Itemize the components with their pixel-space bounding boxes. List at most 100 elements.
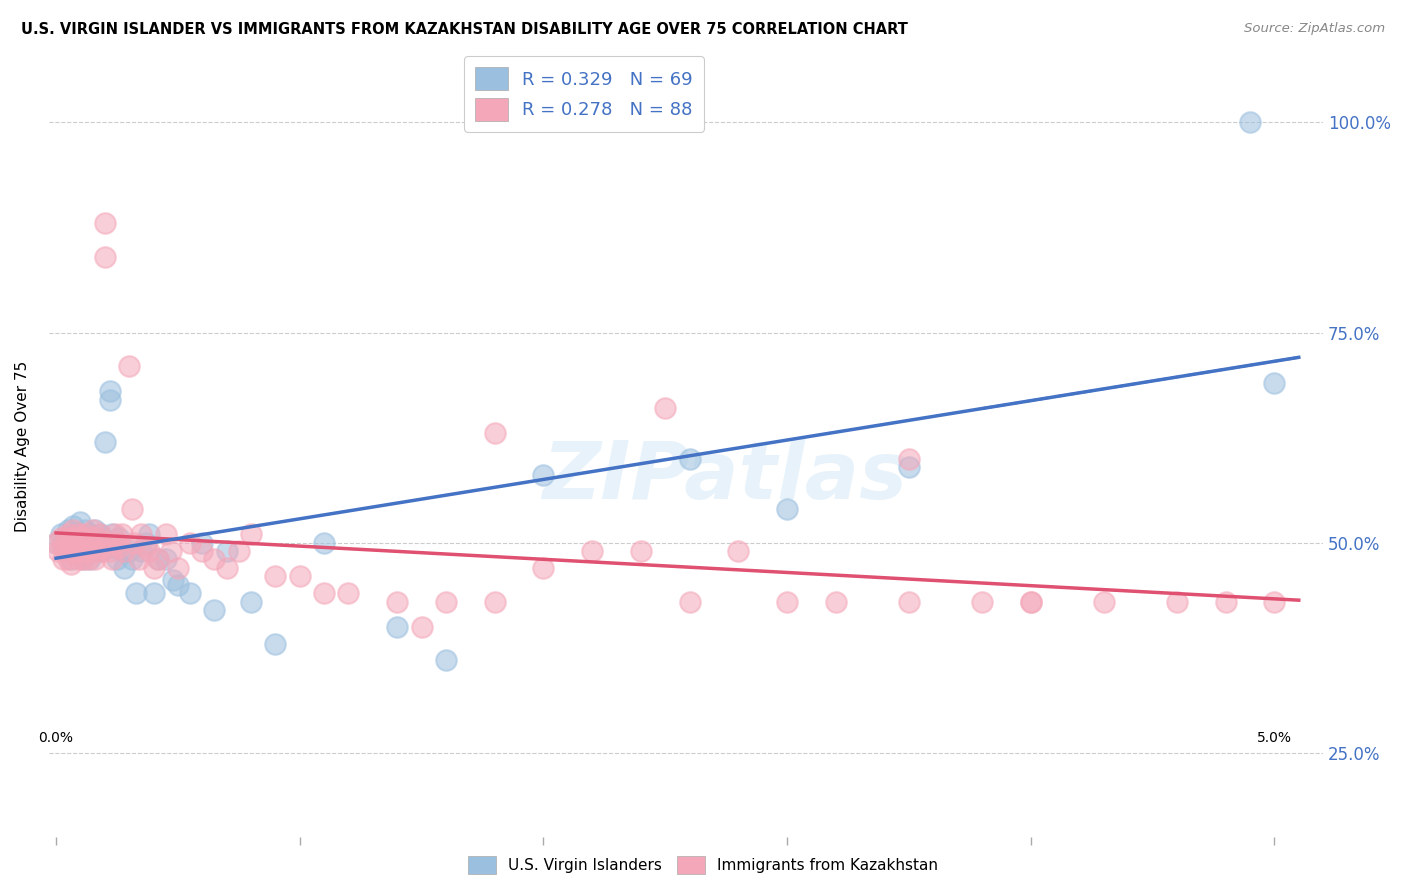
Point: [103, 540, 125, 554]
Point: [264, 569, 287, 583]
Point: [484, 594, 506, 608]
Point: [1239, 115, 1261, 129]
Point: [98, 392, 121, 407]
Point: [288, 569, 311, 583]
Point: [179, 535, 201, 549]
Point: [84, 544, 107, 558]
Point: [337, 586, 360, 600]
Point: [58, 523, 80, 537]
Point: [215, 544, 238, 558]
Point: [72, 544, 94, 558]
Point: [135, 540, 157, 554]
Point: [434, 594, 457, 608]
Point: [62, 519, 84, 533]
Point: [411, 620, 433, 634]
Point: [142, 561, 165, 575]
Y-axis label: Disability Age Over 75: Disability Age Over 75: [15, 360, 30, 532]
Point: [84, 552, 107, 566]
Point: [108, 540, 131, 554]
Point: [96, 540, 118, 554]
Point: [76, 544, 98, 558]
Point: [824, 594, 846, 608]
Legend: U.S. Virgin Islanders, Immigrants from Kazakhstan: U.S. Virgin Islanders, Immigrants from K…: [463, 850, 943, 880]
Point: [103, 527, 125, 541]
Point: [630, 544, 652, 558]
Point: [387, 594, 409, 608]
Point: [82, 540, 104, 554]
Point: [98, 544, 121, 558]
Point: [45, 535, 67, 549]
Point: [121, 502, 143, 516]
Point: [191, 544, 214, 558]
Point: [45, 535, 67, 549]
Text: 5.0%: 5.0%: [1257, 731, 1292, 746]
Point: [84, 523, 107, 537]
Point: [1166, 594, 1188, 608]
Point: [59, 557, 82, 571]
Point: [167, 577, 190, 591]
Point: [776, 594, 799, 608]
Point: [49, 527, 72, 541]
Point: [142, 586, 165, 600]
Point: [66, 527, 89, 541]
Point: [162, 574, 184, 588]
Point: [89, 527, 111, 541]
Point: [82, 532, 104, 546]
Point: [1263, 594, 1285, 608]
Point: [108, 532, 131, 546]
Point: [897, 460, 920, 475]
Text: U.S. VIRGIN ISLANDER VS IMMIGRANTS FROM KAZAKHSTAN DISABILITY AGE OVER 75 CORREL: U.S. VIRGIN ISLANDER VS IMMIGRANTS FROM …: [21, 22, 908, 37]
Point: [72, 552, 94, 566]
Point: [155, 552, 177, 566]
Point: [72, 532, 94, 546]
Point: [69, 544, 91, 558]
Point: [89, 544, 111, 558]
Point: [91, 544, 114, 558]
Point: [52, 552, 75, 566]
Point: [264, 636, 287, 650]
Point: [101, 552, 124, 566]
Point: [76, 552, 98, 566]
Point: [94, 216, 117, 230]
Point: [89, 540, 111, 554]
Point: [484, 426, 506, 441]
Point: [89, 527, 111, 541]
Point: [131, 544, 153, 558]
Point: [121, 552, 143, 566]
Point: [55, 532, 77, 546]
Point: [58, 527, 80, 541]
Point: [52, 540, 75, 554]
Point: [66, 549, 89, 563]
Point: [65, 527, 87, 541]
Point: [191, 535, 214, 549]
Point: [314, 586, 336, 600]
Point: [111, 544, 134, 558]
Point: [58, 544, 80, 558]
Point: [101, 527, 124, 541]
Point: [86, 532, 108, 546]
Point: [82, 540, 104, 554]
Point: [159, 544, 181, 558]
Point: [1092, 594, 1115, 608]
Point: [128, 552, 150, 566]
Legend: R = 0.329   N = 69, R = 0.278   N = 88: R = 0.329 N = 69, R = 0.278 N = 88: [464, 56, 703, 132]
Point: [179, 586, 201, 600]
Point: [654, 401, 676, 416]
Point: [125, 586, 148, 600]
Point: [72, 552, 94, 566]
Point: [387, 620, 409, 634]
Point: [118, 359, 141, 373]
Point: [91, 532, 114, 546]
Text: 0.0%: 0.0%: [38, 731, 73, 746]
Point: [531, 561, 554, 575]
Point: [94, 434, 117, 449]
Point: [314, 535, 336, 549]
Point: [105, 552, 128, 566]
Point: [111, 527, 134, 541]
Point: [1215, 594, 1237, 608]
Point: [228, 544, 250, 558]
Point: [112, 561, 135, 575]
Point: [897, 594, 920, 608]
Point: [531, 468, 554, 483]
Point: [66, 552, 89, 566]
